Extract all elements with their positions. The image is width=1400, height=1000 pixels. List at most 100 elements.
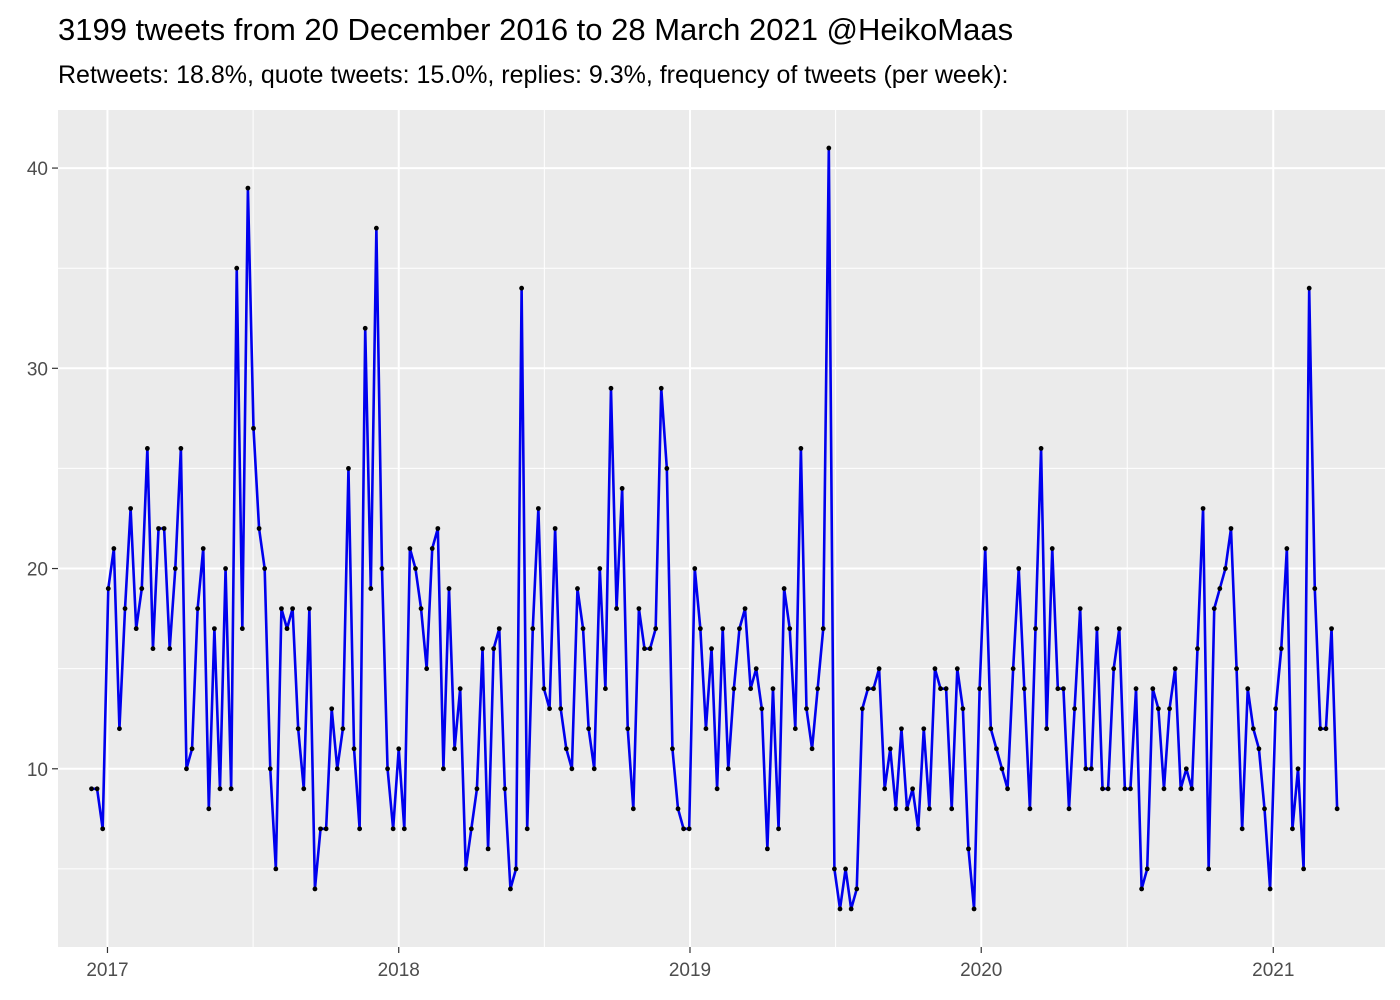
data-point [541,686,547,692]
data-point [1144,866,1150,872]
data-point [714,786,720,792]
data-point [887,746,893,752]
data-point [658,385,664,391]
data-point [843,866,848,872]
data-point [496,626,502,632]
data-point [1267,886,1273,892]
data-point [1150,686,1156,692]
data-point [848,906,854,912]
data-point [1256,746,1262,752]
data-point [904,806,910,812]
data-point [759,706,765,712]
x-tick-label: 2019 [669,960,711,981]
data-point [1044,726,1050,732]
data-point [513,866,519,872]
data-point [178,446,184,451]
data-point [619,486,625,491]
data-point [725,766,731,772]
data-point [865,686,871,692]
data-point [1250,726,1256,732]
data-point [251,425,256,431]
data-point [89,786,94,792]
y-tick-label: 10 [27,760,48,781]
data-point [1061,686,1066,692]
data-point [318,826,323,832]
data-point [1005,786,1010,792]
data-point [603,686,608,692]
data-point [340,726,346,732]
data-point [474,786,480,792]
data-point [223,566,228,571]
data-point [742,606,748,611]
axis-ticks [52,167,1274,953]
data-point [1083,766,1089,772]
data-point [703,726,709,732]
data-point [982,546,988,551]
data-point [642,646,647,652]
data-point [105,586,111,591]
data-point [1010,666,1016,672]
data-point [1049,546,1055,551]
data-point [1262,806,1267,812]
data-point [1278,646,1284,652]
data-point [815,686,821,692]
data-point [267,766,273,772]
data-point [262,566,268,571]
data-point [1027,806,1033,812]
data-point [306,606,312,611]
data-point [597,566,603,571]
data-point [301,786,307,792]
data-point [502,786,508,792]
data-point [195,606,201,611]
data-point [697,626,703,632]
data-point [150,646,156,652]
data-point [1077,606,1083,611]
data-point [630,806,636,812]
x-tick-label: 2020 [960,960,1002,981]
data-point [1295,766,1301,772]
data-point [334,766,340,772]
data-point [468,826,474,832]
data-point [547,706,552,712]
data-point [401,826,407,832]
data-point [804,706,809,712]
data-point [1094,626,1100,632]
data-point [1016,566,1022,571]
data-point [837,906,843,912]
data-point [329,706,335,712]
data-point [1189,786,1195,792]
data-point [977,686,983,692]
data-point [390,826,396,832]
data-point [737,626,742,632]
x-tick-label: 2017 [86,960,128,981]
data-point [239,626,245,632]
data-point [295,726,301,732]
data-point [1122,786,1128,792]
data-point [664,466,670,471]
data-point [1239,826,1245,832]
data-point [1128,786,1133,792]
data-point [709,646,714,652]
data-point [876,666,882,672]
data-point [859,706,865,712]
data-point [463,866,469,872]
data-point [776,826,781,832]
data-point [569,766,575,772]
data-point [373,225,379,231]
data-point [1055,686,1061,692]
data-point [1317,726,1323,732]
data-point [122,606,128,611]
data-point [871,686,876,692]
data-point [200,546,206,551]
data-point [1066,806,1072,812]
data-point [686,826,692,832]
data-point [1312,586,1318,591]
data-point [826,145,832,151]
data-point [636,606,642,611]
data-point [954,666,960,672]
data-point [524,826,530,832]
data-point [284,626,290,632]
data-point [530,626,536,632]
data-point [1072,706,1077,712]
